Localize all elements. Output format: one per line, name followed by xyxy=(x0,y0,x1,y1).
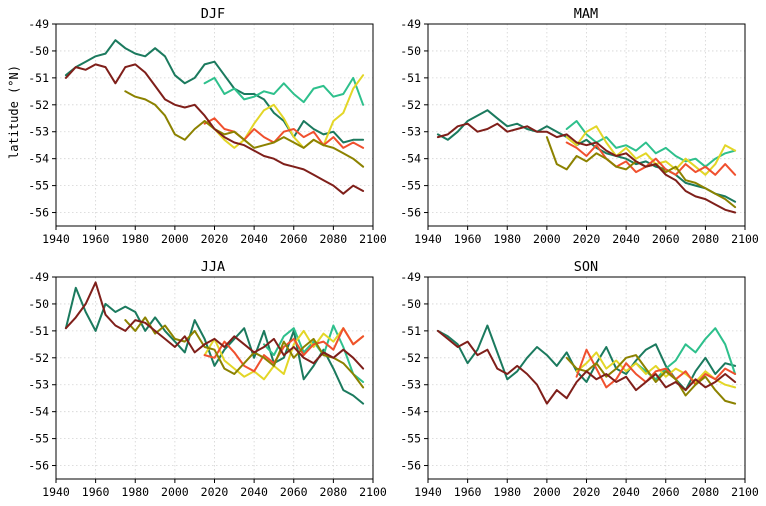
jja-x-tick-label: 2100 xyxy=(359,485,387,499)
djf-x-tick-label: 2000 xyxy=(161,232,189,246)
jja-series-line-3 xyxy=(203,327,365,381)
jja-x-tick-label: 2080 xyxy=(320,485,348,499)
jja-x-tick-label: 2040 xyxy=(240,485,268,499)
mam-x-tick-label: 2100 xyxy=(731,232,759,246)
mam-x-tick-label: 2000 xyxy=(533,232,561,246)
son-x-tick-label: 2000 xyxy=(533,485,561,499)
djf-x-tick-label: 2060 xyxy=(280,232,308,246)
jja-x-tick-label: 1960 xyxy=(82,485,110,499)
djf-y-tick-label: -56 xyxy=(28,206,49,220)
son-series-line-5 xyxy=(565,354,737,405)
son-y-tick-label: -55 xyxy=(400,432,421,446)
panel-title-jja: JJA xyxy=(201,259,225,275)
son-y-tick-label: -52 xyxy=(400,351,421,365)
djf-x-tick-label: 2040 xyxy=(240,232,268,246)
jja-x-tick-label: 2060 xyxy=(280,485,308,499)
jja-x-tick-label: 1940 xyxy=(42,485,70,499)
djf-x-tick-label: 1980 xyxy=(121,232,149,246)
djf-y-tick-label: -54 xyxy=(28,152,49,166)
son-x-tick-label: 1960 xyxy=(454,485,482,499)
djf-x-tick-label: 2080 xyxy=(320,232,348,246)
jja-x-tick-label: 2020 xyxy=(201,485,229,499)
djf-y-tick-label: -49 xyxy=(28,17,49,31)
son-y-tick-label: -51 xyxy=(400,324,421,338)
djf-series-line-3 xyxy=(203,74,365,149)
mam-series-line-3 xyxy=(565,125,737,176)
jja-y-tick-label: -56 xyxy=(28,459,49,473)
mam-x-tick-label: 1980 xyxy=(493,232,521,246)
mam-y-tick-label: -49 xyxy=(400,17,421,31)
jja-y-tick-label: -49 xyxy=(28,270,49,284)
mam-y-tick-label: -53 xyxy=(400,125,421,139)
mam-series-line-2 xyxy=(565,120,737,168)
djf-series-line-4 xyxy=(203,117,365,149)
mam-y-tick-label: -54 xyxy=(400,152,421,166)
jja-y-tick-label: -55 xyxy=(28,432,49,446)
son-y-tick-label: -53 xyxy=(400,378,421,392)
djf-x-tick-label: 2020 xyxy=(201,232,229,246)
djf-y-tick-label: -52 xyxy=(28,98,49,112)
y-axis-label: latitude (°N) xyxy=(7,65,21,159)
panel-mam: MAM 1940 1960 1980 2000 2020 2040 2060 2080 2100… xyxy=(400,6,759,246)
jja-series-line-4 xyxy=(203,327,365,373)
djf-x-tick-label: 2100 xyxy=(359,232,387,246)
mam-x-tick-label: 1940 xyxy=(414,232,442,246)
mam-y-tick-label: -56 xyxy=(400,206,421,220)
djf-x-tick-label: 1940 xyxy=(42,232,70,246)
son-y-tick-label: -50 xyxy=(400,297,421,311)
jja-y-tick-label: -53 xyxy=(28,378,49,392)
djf-x-tick-label: 1960 xyxy=(82,232,110,246)
djf-series-line-2 xyxy=(203,76,365,106)
son-x-tick-label: 2060 xyxy=(652,485,680,499)
djf-series-line-6 xyxy=(64,63,365,195)
djf-y-tick-label: -50 xyxy=(28,44,49,58)
mam-y-tick-label: -50 xyxy=(400,44,421,58)
mam-series-line-4 xyxy=(565,141,737,176)
son-x-tick-label: 2080 xyxy=(692,485,720,499)
son-x-tick-label: 1940 xyxy=(414,485,442,499)
mam-y-tick-label: -52 xyxy=(400,98,421,112)
mam-y-tick-label: -55 xyxy=(400,179,421,193)
mam-x-tick-label: 2080 xyxy=(692,232,720,246)
mam-series-line-6 xyxy=(436,122,737,214)
panel-title-djf: DJF xyxy=(201,6,225,22)
djf-y-tick-label: -55 xyxy=(28,179,49,193)
jja-x-tick-label: 1980 xyxy=(121,485,149,499)
jja-y-tick-label: -50 xyxy=(28,297,49,311)
son-x-tick-label: 2020 xyxy=(573,485,601,499)
panel-son: SON 1940 1960 1980 2000 2020 2040 2060 2080 2100… xyxy=(400,259,759,499)
jja-y-tick-label: -54 xyxy=(28,405,49,419)
jja-series-line-1 xyxy=(64,286,365,405)
mam-x-tick-label: 2040 xyxy=(612,232,640,246)
jja-y-tick-label: -52 xyxy=(28,351,49,365)
djf-y-tick-label: -53 xyxy=(28,125,49,139)
djf-series-line-1 xyxy=(64,39,365,144)
mam-x-tick-label: 1960 xyxy=(454,232,482,246)
panel-jja: JJA 1940 1960 1980 2000 2020 2040 2060 2080 2100… xyxy=(28,259,387,499)
panel-djf: DJF 1940 1960 1980 2000 2020 2040 2060 2080 2100… xyxy=(28,6,387,246)
son-series-line-6 xyxy=(436,329,737,405)
son-x-tick-label: 2100 xyxy=(731,485,759,499)
son-x-tick-label: 2040 xyxy=(612,485,640,499)
son-y-tick-label: -49 xyxy=(400,270,421,284)
djf-series-line-5 xyxy=(124,90,365,168)
jja-x-tick-label: 2000 xyxy=(161,485,189,499)
mam-x-tick-label: 2020 xyxy=(573,232,601,246)
panel-title-son: SON xyxy=(574,259,598,275)
panel-title-mam: MAM xyxy=(574,6,598,22)
jja-series-line-6 xyxy=(64,281,365,370)
djf-y-tick-label: -51 xyxy=(28,71,49,85)
son-series-line-4 xyxy=(575,348,737,389)
son-series-line-3 xyxy=(575,351,737,389)
mam-series-line-1 xyxy=(436,109,737,203)
jja-series-line-5 xyxy=(124,316,365,389)
son-y-tick-label: -56 xyxy=(400,459,421,473)
jja-series-line-2 xyxy=(263,324,365,383)
mam-x-tick-label: 2060 xyxy=(652,232,680,246)
son-x-tick-label: 1980 xyxy=(493,485,521,499)
mam-y-tick-label: -51 xyxy=(400,71,421,85)
jja-y-tick-label: -51 xyxy=(28,324,49,338)
son-y-tick-label: -54 xyxy=(400,405,421,419)
